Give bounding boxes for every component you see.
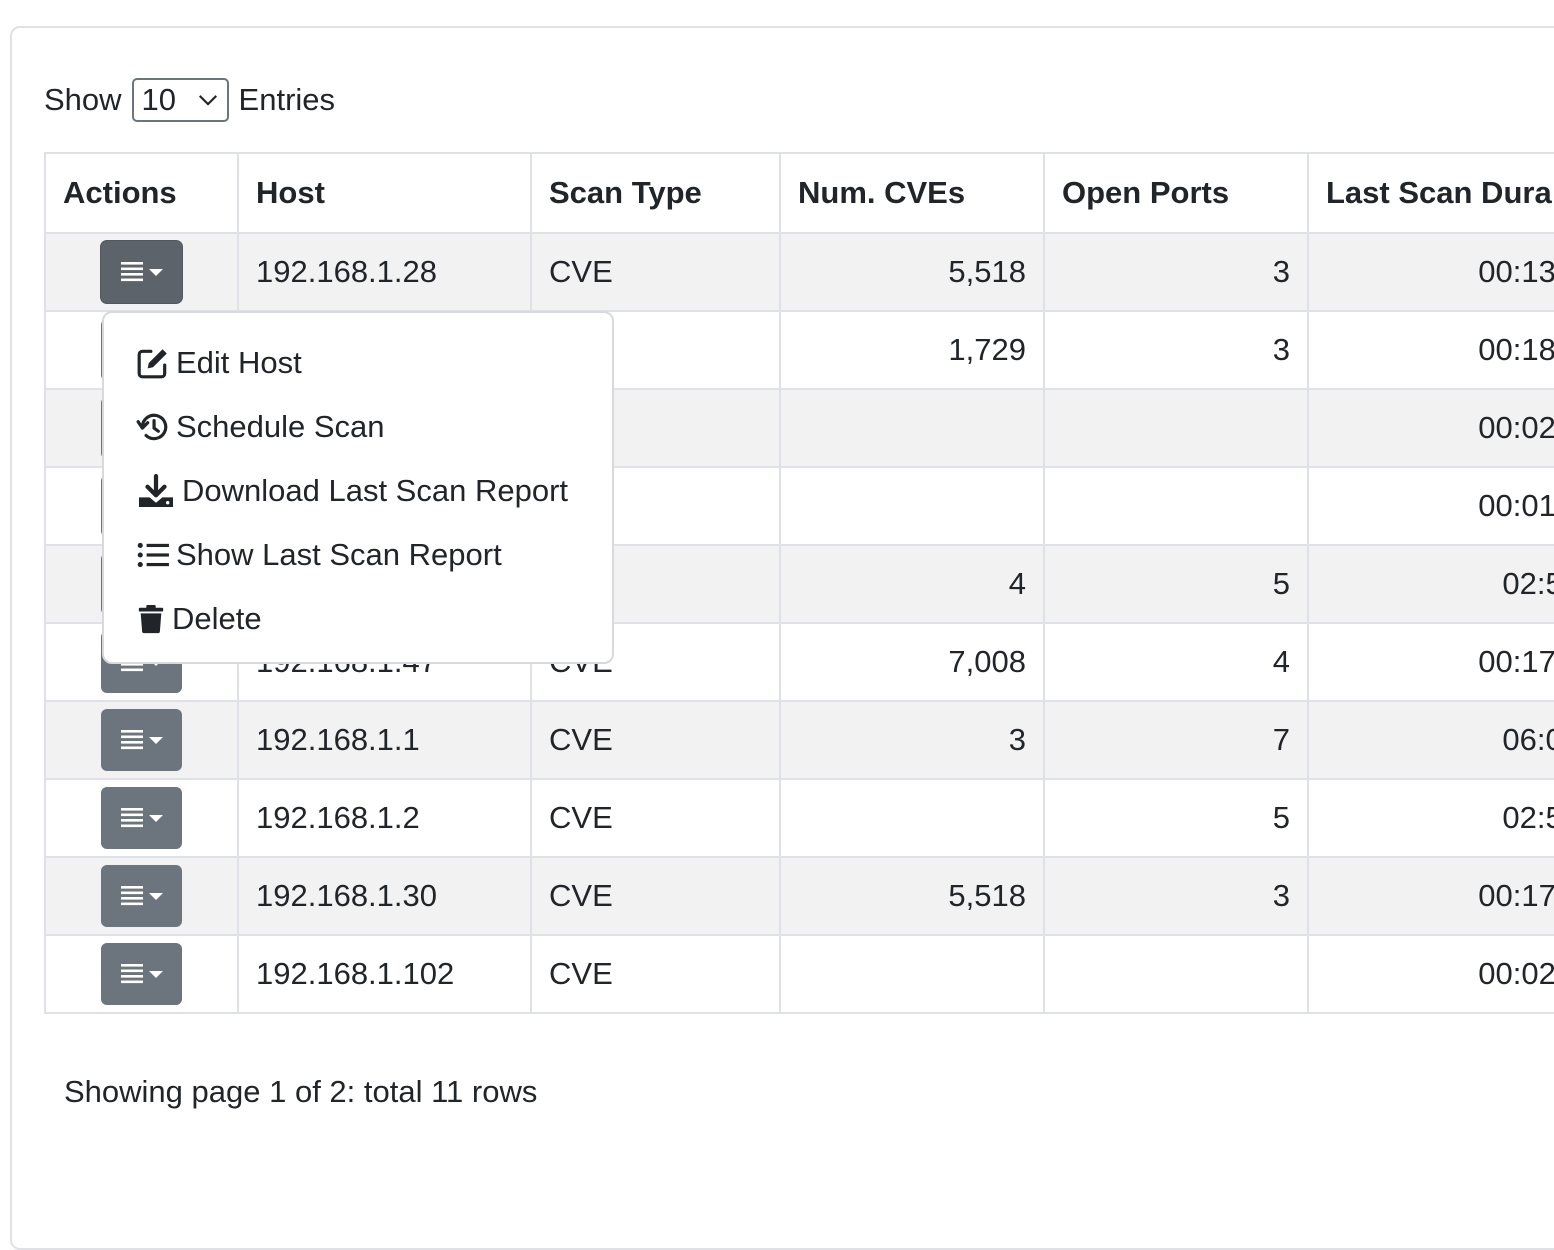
menu-item-label: Schedule Scan (176, 409, 385, 444)
open-ports-cell (1043, 934, 1309, 1014)
entries-select[interactable]: 10 (131, 78, 229, 122)
open-ports-cell: 3 (1043, 232, 1309, 312)
last-scan-duration-cell: 00:17 s (1307, 856, 1554, 936)
host-cell: 192.168.1.1 (237, 700, 532, 780)
menu-lines-icon (120, 808, 143, 828)
last-scan-duration-cell: 02:50 (1307, 544, 1554, 624)
caret-down-icon (148, 971, 163, 978)
num-cves-cell: 4 (779, 544, 1045, 624)
download-icon (139, 474, 173, 507)
open-ports-cell: 3 (1043, 310, 1309, 390)
num-cves-cell: 5,518 (779, 856, 1045, 936)
num-cves-cell: 3 (779, 700, 1045, 780)
trash-icon (138, 604, 164, 634)
scan-type-cell: CVE (530, 778, 781, 858)
actions-cell (44, 700, 239, 780)
row-actions-button[interactable] (101, 241, 182, 303)
host-cell: 192.168.1.28 (237, 232, 532, 312)
column-header-actions[interactable]: Actions (44, 152, 239, 234)
last-scan-duration-cell: 00:18 s (1307, 310, 1554, 390)
num-cves-cell: 7,008 (779, 622, 1045, 702)
open-ports-cell (1043, 466, 1309, 546)
last-scan-duration-cell: 00:02 s (1307, 934, 1554, 1014)
menu-lines-icon (120, 730, 143, 750)
num-cves-cell (779, 388, 1045, 468)
scan-type-cell: CVE (530, 232, 781, 312)
row-actions-button[interactable] (101, 709, 182, 771)
menu-item-show-report[interactable]: Show Last Scan Report (104, 523, 612, 587)
num-cves-cell (779, 778, 1045, 858)
menu-item-label: Delete (172, 601, 262, 636)
menu-item-schedule-scan[interactable]: Schedule Scan (104, 395, 612, 459)
host-cell: 192.168.1.2 (237, 778, 532, 858)
open-ports-cell: 4 (1043, 622, 1309, 702)
menu-item-label: Download Last Scan Report (182, 473, 569, 508)
menu-item-download-report[interactable]: Download Last Scan Report (104, 459, 612, 523)
last-scan-duration-cell: 00:02 s (1307, 388, 1554, 468)
caret-down-icon (148, 737, 163, 744)
host-cell: 192.168.1.102 (237, 934, 532, 1014)
num-cves-cell (779, 466, 1045, 546)
menu-item-label: Show Last Scan Report (176, 537, 502, 572)
caret-down-icon (148, 815, 163, 822)
actions-cell (44, 856, 239, 936)
num-cves-cell: 1,729 (779, 310, 1045, 390)
actions-cell (44, 232, 239, 312)
open-ports-cell: 7 (1043, 700, 1309, 780)
column-header-host[interactable]: Host (237, 152, 532, 234)
table-info: Showing page 1 of 2: total 11 rows (64, 1074, 538, 1109)
actions-cell (44, 934, 239, 1014)
menu-lines-icon (120, 964, 143, 984)
scan-type-cell: CVE (530, 856, 781, 936)
open-ports-cell (1043, 388, 1309, 468)
num-cves-cell (779, 934, 1045, 1014)
row-actions-button[interactable] (101, 787, 182, 849)
length-suffix: Entries (238, 82, 336, 117)
host-cell: 192.168.1.30 (237, 856, 532, 936)
open-ports-cell: 3 (1043, 856, 1309, 936)
entries-select-value: 10 (141, 82, 177, 117)
menu-lines-icon (120, 262, 143, 282)
column-header-last-scan-duration[interactable]: Last Scan Dura (1307, 152, 1554, 234)
column-header-scan-type[interactable]: Scan Type (530, 152, 781, 234)
edit-icon (137, 349, 167, 379)
menu-item-label: Edit Host (176, 345, 302, 380)
menu-item-edit-host[interactable]: Edit Host (104, 331, 612, 395)
last-scan-duration-cell: 06:03 (1307, 700, 1554, 780)
column-header-open-ports[interactable]: Open Ports (1043, 152, 1309, 234)
scan-type-cell: CVE (530, 700, 781, 780)
last-scan-duration-cell: 00:17 s (1307, 622, 1554, 702)
num-cves-cell: 5,518 (779, 232, 1045, 312)
last-scan-duration-cell: 02:50 (1307, 778, 1554, 858)
length-prefix: Show (44, 82, 122, 117)
menu-item-delete[interactable]: Delete (104, 587, 612, 651)
table-header-row: Actions Host Scan Type Num. CVEs Open Po… (44, 152, 1554, 234)
last-scan-duration-cell: 00:01 s (1307, 466, 1554, 546)
open-ports-cell: 5 (1043, 778, 1309, 858)
row-actions-button[interactable] (101, 865, 182, 927)
list-icon (137, 542, 169, 568)
last-scan-duration-cell: 00:13 s (1307, 232, 1554, 312)
open-ports-cell: 5 (1043, 544, 1309, 624)
length-menu: Show 10 Entries (44, 78, 335, 122)
history-icon (136, 413, 168, 441)
scan-type-cell: CVE (530, 934, 781, 1014)
menu-lines-icon (120, 886, 143, 906)
caret-down-icon (148, 893, 163, 900)
row-actions-dropdown: Edit Host Schedule Scan Download Last Sc… (102, 311, 614, 664)
actions-cell (44, 778, 239, 858)
column-header-num-cves[interactable]: Num. CVEs (779, 152, 1045, 234)
chevron-down-icon (198, 95, 217, 106)
caret-down-icon (148, 269, 163, 276)
row-actions-button[interactable] (101, 943, 182, 1005)
